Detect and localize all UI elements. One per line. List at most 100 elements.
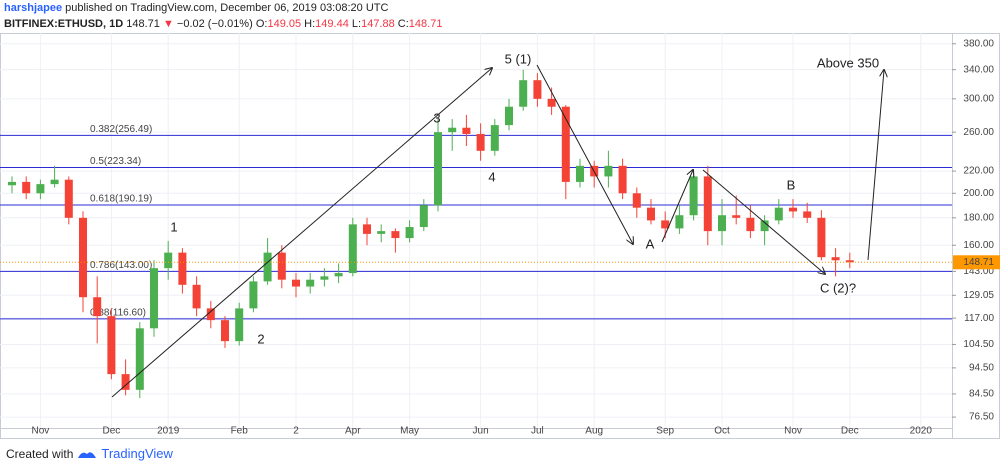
- wave-arrow: [661, 170, 693, 243]
- y-tick-label: 200.00: [963, 188, 994, 199]
- candle-body: [334, 273, 343, 277]
- candle-body: [348, 224, 357, 274]
- candle-body: [320, 276, 329, 280]
- ohlc-c: C:148.71: [398, 18, 443, 30]
- x-tick-label: Jul: [531, 426, 544, 437]
- candle-body: [306, 279, 315, 287]
- author[interactable]: harshjapee: [4, 2, 63, 14]
- x-tick-label: Aug: [585, 426, 603, 437]
- candle-body: [363, 224, 371, 234]
- candle-body: [235, 308, 244, 342]
- wave-arrow: [702, 169, 825, 274]
- candle-body: [462, 127, 471, 134]
- candle-body: [490, 125, 499, 151]
- y-tick-label: 143.00: [963, 266, 994, 277]
- y-tick-label: 340.00: [963, 64, 994, 75]
- y-tick-label: 300.00: [963, 93, 994, 104]
- candle-body: [561, 106, 570, 182]
- x-tick-label: Dec: [841, 426, 859, 437]
- y-tick-label: 380.00: [963, 38, 994, 49]
- y-tick-label: 104.50: [963, 339, 994, 350]
- fib-label: 0.88(116.60): [90, 308, 146, 319]
- candle-body: [121, 374, 130, 390]
- ohlc-value: 149.05: [267, 18, 302, 30]
- header-line: harshjapee published on TradingView.com,…: [4, 2, 388, 14]
- candle-body: [718, 215, 726, 232]
- wave-label: Above 350: [817, 55, 879, 70]
- x-tick-label: Nov: [32, 426, 50, 437]
- candle-body: [533, 80, 542, 99]
- candle-body: [831, 257, 840, 261]
- y-tick-label: 160.00: [963, 240, 994, 251]
- candle-body: [675, 215, 684, 229]
- y-tick-label: 129.05: [963, 290, 994, 301]
- wave-label: A: [646, 236, 655, 251]
- x-tick-label: Feb: [231, 426, 249, 437]
- last-price: 148.71: [126, 18, 160, 30]
- candle-body: [36, 184, 45, 194]
- candle-body: [632, 193, 641, 208]
- candle-body: [93, 297, 102, 317]
- created-with: Created with: [6, 446, 74, 461]
- candle-body: [789, 207, 797, 212]
- candle-body: [178, 252, 187, 285]
- ohlc-label: H:: [304, 18, 316, 30]
- candle-body: [845, 260, 854, 263]
- y-tick-label: 117.00: [964, 313, 994, 324]
- brand[interactable]: TradingView: [101, 446, 173, 461]
- y-tick-label: 94.50: [969, 363, 994, 374]
- candle-body: [277, 252, 286, 280]
- candle-body: [391, 231, 400, 239]
- candle-body: [689, 176, 698, 216]
- ohlc-o: O:149.05: [256, 18, 301, 30]
- wave-label: B: [787, 177, 796, 192]
- candle-body: [263, 252, 272, 282]
- wave-label: 4: [488, 169, 495, 184]
- candle-body: [519, 80, 528, 107]
- x-tick-label: Dec: [103, 426, 121, 437]
- x-tick-label: 2020: [910, 426, 933, 437]
- candle-body: [419, 205, 428, 228]
- ohlc-label: L:: [351, 18, 362, 30]
- x-tick-label: Oct: [714, 426, 730, 437]
- candle-body: [618, 165, 627, 194]
- candle-body: [405, 227, 414, 239]
- candle-body: [576, 165, 584, 182]
- fib-label: 0.382(256.49): [90, 124, 152, 135]
- candle-body: [434, 132, 442, 206]
- candle-body: [774, 207, 783, 221]
- wave-lines: [111, 64, 884, 398]
- y-tick-label: 84.50: [969, 389, 994, 400]
- candle-body: [135, 328, 144, 390]
- candle-body: [377, 231, 386, 234]
- candles: [0, 69, 952, 399]
- candle-body: [647, 207, 655, 221]
- candle-body: [703, 176, 712, 232]
- wave-label: 3: [433, 110, 440, 125]
- wave-label: 2: [257, 331, 264, 346]
- candle-body: [79, 217, 87, 298]
- y-tick-label: 260.00: [963, 127, 994, 138]
- candle-body: [206, 308, 215, 321]
- ohlc-value: 149.44: [315, 18, 349, 30]
- y-tick-label: 220.00: [963, 166, 994, 177]
- wave-arrow: [536, 64, 633, 244]
- symbol: BITFINEX:ETHUSD, 1D: [4, 18, 124, 30]
- annotations: 1 2 3 4 5 (1) A B C (2)? Above 350: [170, 51, 879, 346]
- x-tick-label: 2019: [157, 426, 180, 437]
- ohlc-label: O:: [255, 18, 268, 30]
- ohlc-value: 148.71: [408, 18, 443, 30]
- axes: 380.00 340.00 300.00 260.00 220.00 200.00 180.…: [32, 38, 1000, 437]
- candle-body: [150, 268, 158, 329]
- footer: Created with TradingView: [6, 446, 173, 461]
- x-tick-label: 2: [293, 426, 299, 437]
- x-tick-label: Sep: [656, 426, 674, 437]
- published: published on TradingView.com, December 0…: [65, 2, 389, 14]
- candle-body: [547, 98, 556, 107]
- wave-label: 5 (1): [505, 51, 532, 66]
- candle-body: [760, 220, 769, 232]
- x-tick-label: May: [400, 426, 419, 437]
- candle-body: [221, 320, 229, 342]
- candle-body: [732, 215, 741, 218]
- candle-body: [50, 179, 59, 185]
